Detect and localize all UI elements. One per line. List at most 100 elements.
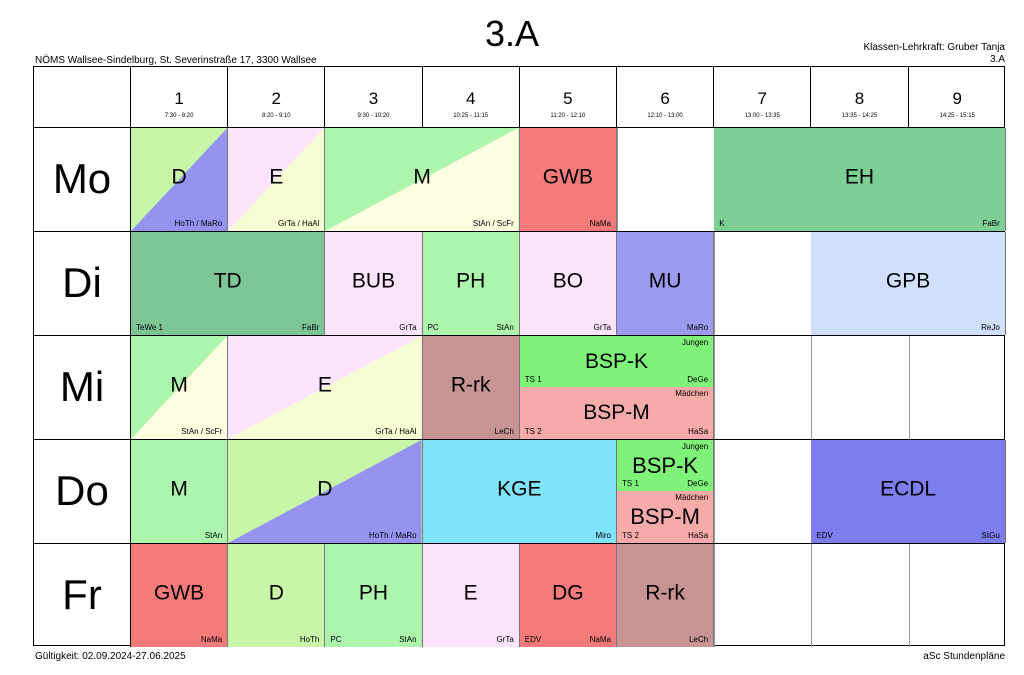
lesson-subject: GWB xyxy=(542,165,593,189)
lesson-teacher: GrTa xyxy=(399,323,417,332)
lesson-subject: R-rk xyxy=(645,581,685,605)
lesson-m[interactable]: M StAn / ScFr xyxy=(131,336,229,439)
period-time: 7:30 - 8:20 xyxy=(164,113,194,119)
lesson-subject: EH xyxy=(844,165,875,189)
period-number: 6 xyxy=(660,89,670,108)
lesson-teacher: StAn xyxy=(496,323,514,332)
period-header-8: 8 13:35 - 14:25 xyxy=(811,67,909,127)
column-divider xyxy=(714,127,716,647)
lesson-teacher: FaBr xyxy=(302,323,320,332)
lesson-bsp-m[interactable]: BSP-M Mädchen TS 2 HaSa xyxy=(617,491,715,543)
lesson-bsp-k[interactable]: BSP-K Jungen TS 1 DeGe xyxy=(519,336,715,387)
column-divider xyxy=(811,127,813,647)
lesson-teacher: ReJo xyxy=(981,323,1000,332)
lesson-subject: BSP-M xyxy=(583,401,650,424)
lesson-subject: D xyxy=(268,581,284,605)
period-header-3: 3 9:30 - 10:20 xyxy=(325,67,423,127)
lesson-room: K xyxy=(719,219,725,228)
lesson-room: TeWe 1 xyxy=(136,323,163,332)
lesson-eh[interactable]: EH K FaBr xyxy=(714,128,1006,231)
lesson-bsp-k[interactable]: BSP-K Jungen TS 1 DeGe xyxy=(617,440,715,491)
lesson-teacher: NaMa xyxy=(589,635,611,644)
lesson-ecdl[interactable]: ECDL EDV StGu xyxy=(811,440,1006,543)
lesson-subject: M xyxy=(170,373,188,397)
period-number: 7 xyxy=(757,89,768,108)
lesson-gwb[interactable]: GWB NaMa xyxy=(519,128,617,231)
period-header-6: 6 12:10 - 13:00 xyxy=(617,67,715,127)
lesson-subject: E xyxy=(463,581,478,605)
lesson-subject: M xyxy=(413,165,431,189)
lesson-e[interactable]: E GrTa / HaAl xyxy=(228,128,326,231)
lesson-m[interactable]: M StAn / ScFr xyxy=(325,128,520,231)
lesson-teacher: DeGe xyxy=(687,479,709,488)
software-credit: aSc Stundenpläne xyxy=(923,651,1005,662)
lesson-room: TS 1 xyxy=(524,375,542,384)
lesson-teacher: StAn / ScFr xyxy=(472,219,514,228)
lesson-d[interactable]: D HoTh xyxy=(228,544,326,647)
lesson-d[interactable]: D HoTh / MaRo xyxy=(228,440,423,543)
period-header-9: 9 14:25 - 15:15 xyxy=(909,67,1006,127)
lesson-td[interactable]: TD TeWe 1 FaBr xyxy=(131,232,326,335)
lesson-teacher: StGu xyxy=(981,531,1000,540)
class-teacher-info: Klassen-Lehrkraft: Gruber Tanja 3.A xyxy=(863,42,1005,66)
lesson-gpb[interactable]: GPB ReJo xyxy=(811,232,1006,335)
lesson-bsp-m[interactable]: BSP-M Mädchen TS 2 HaSa xyxy=(519,387,715,439)
period-header-5: 5 11:20 - 12:10 xyxy=(520,67,617,127)
timetable-grid: 1 7:30 - 8:20 2 8:20 - 9:10 3 9:30 - 10:20 4 10… xyxy=(33,66,1006,647)
lesson-subject: R-rk xyxy=(450,373,491,397)
lesson-teacher: NaMa xyxy=(589,219,611,228)
day-label-do: Do xyxy=(34,439,131,543)
lesson-r-rk[interactable]: R-rk LeCh xyxy=(422,336,520,439)
lesson-subject: ECDL xyxy=(880,477,937,501)
lesson-subject: BSP-M xyxy=(630,504,700,529)
period-number: 9 xyxy=(952,89,962,108)
lesson-teacher: GrTa xyxy=(496,635,514,644)
lesson-e[interactable]: E GrTa xyxy=(422,544,520,647)
period-time: 13:35 - 14:25 xyxy=(841,113,878,119)
lesson-bo[interactable]: BO GrTa xyxy=(519,232,617,335)
lesson-dg[interactable]: DG EDV NaMa xyxy=(519,544,617,647)
lesson-m[interactable]: M StAn xyxy=(131,440,229,543)
lesson-bub[interactable]: BUB GrTa xyxy=(325,232,423,335)
lesson-teacher: HaSa xyxy=(688,531,709,540)
lesson-subject: BUB xyxy=(351,269,396,293)
lesson-e[interactable]: E GrTa / HaAl xyxy=(228,336,423,439)
lesson-teacher: GrTa xyxy=(593,323,611,332)
row-divider xyxy=(34,335,1004,336)
split-triangle xyxy=(228,440,422,543)
lesson-teacher: FaBr xyxy=(982,219,1000,228)
lesson-teacher: HaSa xyxy=(688,427,709,436)
lesson-mu[interactable]: MU MaRo xyxy=(617,232,715,335)
lesson-teacher: GrTa / HaAl xyxy=(375,427,417,436)
day-label-fr: Fr xyxy=(34,543,131,647)
period-number: 1 xyxy=(174,89,184,108)
lesson-gwb[interactable]: GWB NaMa xyxy=(131,544,229,647)
lesson-group: Mädchen xyxy=(675,389,709,398)
period-number: 3 xyxy=(368,89,379,108)
lesson-subject: PH xyxy=(456,269,486,293)
split-triangle xyxy=(228,336,422,439)
lesson-teacher: StAn / ScFr xyxy=(181,427,223,436)
lesson-room: TS 2 xyxy=(524,427,542,436)
corner-cell xyxy=(34,67,131,127)
lesson-r-rk[interactable]: R-rk LeCh xyxy=(617,544,715,647)
period-header-4: 4 10:25 - 11:15 xyxy=(423,67,520,127)
lesson-room: PC xyxy=(427,323,439,332)
lesson-room: PC xyxy=(330,635,342,644)
class-teacher: Klassen-Lehrkraft: Gruber Tanja xyxy=(863,42,1005,53)
lesson-d[interactable]: D HoTh / MaRo xyxy=(131,128,229,231)
validity-period: Gültigkeit: 02.09.2024-27.06.2025 xyxy=(35,651,186,662)
period-number: 8 xyxy=(854,89,865,108)
lesson-subject: MU xyxy=(648,269,682,293)
lesson-room: TS 2 xyxy=(622,531,639,540)
lesson-ph[interactable]: PH PC StAn xyxy=(422,232,520,335)
lesson-teacher: LeCh xyxy=(689,635,709,644)
lesson-teacher: LeCh xyxy=(494,427,514,436)
lesson-ph[interactable]: PH PC StAn xyxy=(325,544,423,647)
lesson-group: Jungen xyxy=(681,338,709,347)
lesson-subject: KGE xyxy=(497,477,542,501)
lesson-subject: TD xyxy=(213,269,242,293)
lesson-subject: GWB xyxy=(154,581,205,605)
lesson-teacher: StAn xyxy=(399,635,417,644)
lesson-kge[interactable]: KGE Miro xyxy=(422,440,617,543)
